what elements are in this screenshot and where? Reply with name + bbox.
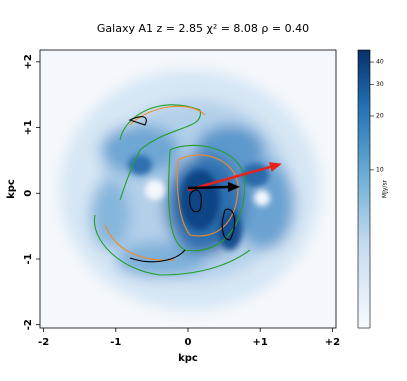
x-tick-label: 0 [185,337,192,348]
x-axis-label: kpc [178,353,198,364]
colorbar-tick-label: 10 [376,166,384,173]
colorbar-label: MJy/sr [382,179,389,198]
y-tick-label: +2 [23,54,34,69]
arrow-shaft [187,185,229,190]
colorbar-tick-label: 30 [376,81,384,88]
y-tick-label: +1 [23,120,34,135]
y-tick-label: -2 [23,319,34,330]
colorbar [357,49,371,329]
arrow-shaft [187,165,271,192]
y-tick-label: -1 [23,253,34,264]
chart-title: Galaxy A1 z = 2.85 χ² = 8.08 ρ = 0.40 [97,22,309,35]
arrow-head [268,162,282,172]
contours [93,104,251,276]
y-axis-label: kpc [6,179,17,199]
y-tick-label: 0 [23,190,34,197]
colorbar-tick-label: 20 [376,112,384,119]
x-tick-label: -1 [110,337,121,348]
arrow-head [227,182,240,193]
x-tick-label: +1 [253,337,268,348]
colorbar-tick-label: 40 [376,59,384,66]
x-tick-label: -2 [38,337,49,348]
x-tick-label: +2 [325,337,340,348]
